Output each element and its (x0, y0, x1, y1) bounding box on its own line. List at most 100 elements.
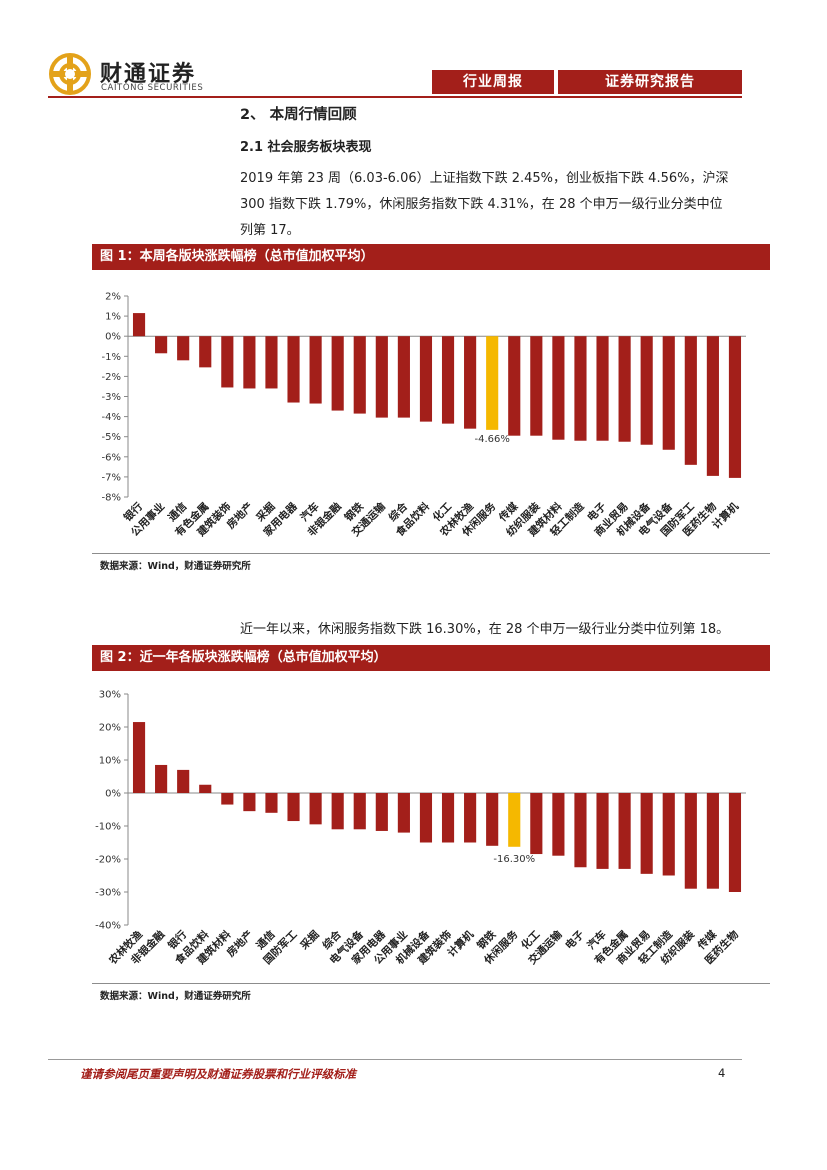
bar-13 (397, 793, 410, 833)
y-tick-label: -6% (102, 452, 121, 463)
header-divider (48, 96, 742, 98)
bar-19 (530, 793, 543, 855)
y-tick-label: -4% (102, 412, 121, 423)
footer-divider (48, 1059, 742, 1060)
category-label: 电子 (563, 928, 587, 952)
bar-15 (441, 336, 455, 424)
y-tick-label: 1% (105, 312, 121, 323)
paragraph-line: 300 指数下跌 1.79%，休闲服务指数下跌 4.31%，在 28 个申万一级… (240, 197, 723, 212)
bar-4 (199, 784, 212, 793)
category-label: 计算机 (445, 928, 477, 960)
bar-21 (574, 793, 587, 868)
y-tick-label: 2% (105, 292, 121, 303)
bar-16 (464, 793, 477, 843)
category-label: 采掘 (297, 928, 322, 953)
bar-20 (552, 336, 565, 440)
bar-28 (728, 336, 742, 478)
figure2-source-divider (92, 983, 770, 984)
y-tick-label: -8% (102, 493, 121, 504)
bar-3 (177, 769, 190, 793)
figure1-source-divider (92, 553, 770, 554)
bar-16 (464, 336, 477, 429)
bar-25 (662, 793, 675, 876)
bar-2 (155, 336, 168, 354)
bar-13 (397, 336, 410, 418)
bar-6 (243, 336, 256, 389)
bar-25 (662, 336, 675, 450)
bar-10 (331, 336, 344, 411)
footer-disclaimer: 谨请参阅尾页重要声明及财通证券股票和行业评级标准 (80, 1067, 356, 1081)
y-tick-label: 0% (105, 789, 121, 800)
y-tick-label: -5% (102, 432, 121, 443)
bar-9 (309, 793, 322, 825)
header-tab-weekly: 行业周报 (432, 70, 554, 94)
bar-2 (155, 764, 168, 793)
category-label: 计算机 (710, 500, 742, 532)
paragraph-line: 近一年以来，休闲服务指数下跌 16.30%，在 28 个申万一级行业分类中位列第… (240, 622, 730, 637)
highlight-value-label: -4.66% (474, 434, 509, 445)
y-tick-label: 10% (99, 756, 121, 767)
bar-23 (618, 336, 631, 442)
highlight-value-label: -16.30% (493, 854, 535, 865)
paragraph-line: 2019 年第 23 周（6.03-6.06）上证指数下跌 2.45%，创业板指… (240, 171, 729, 186)
bar-21 (574, 336, 587, 441)
section-subtitle: 2.1 社会服务板块表现 (240, 140, 372, 155)
y-tick-label: 20% (99, 723, 121, 734)
bar-7 (265, 336, 278, 389)
bar-1 (132, 722, 146, 793)
bar-7 (265, 793, 278, 813)
yearly-summary-paragraph: 近一年以来，休闲服务指数下跌 16.30%，在 28 个申万一级行业分类中位列第… (240, 617, 745, 643)
bar-18 (508, 336, 521, 436)
bar-27 (706, 793, 719, 889)
y-tick-label: -10% (95, 822, 121, 833)
figure1-source: 数据来源：Wind，财通证券研究所 (100, 561, 251, 572)
bar-17 (486, 793, 499, 846)
bar-18 (508, 793, 521, 847)
bar-26 (684, 336, 697, 465)
y-tick-label: -7% (102, 472, 121, 483)
bar-5 (221, 336, 234, 388)
bar-9 (309, 336, 322, 404)
bar-4 (199, 336, 212, 368)
bar-6 (243, 793, 256, 812)
bar-1 (132, 313, 146, 337)
bar-14 (419, 336, 433, 422)
yearly-sector-bar-chart: 30%20%10%0%-10%-20%-30%-40%农林牧渔非银金融银行食品饮… (95, 690, 746, 968)
bar-12 (375, 336, 388, 418)
figure1-title: 图 1：本周各版块涨跌幅榜（总市值加权平均） (100, 249, 374, 264)
section-title: 2、 本周行情回顾 (240, 107, 357, 123)
logo-english-name: CAITONG SECURITIES (101, 83, 204, 93)
header-tab-report: 证券研究报告 (558, 70, 742, 94)
logo-emblem-icon (49, 53, 91, 95)
bar-26 (684, 793, 697, 889)
figure2-title: 图 2：近一年各版块涨跌幅榜（总市值加权平均） (100, 650, 387, 665)
bar-15 (441, 793, 455, 843)
bar-22 (596, 336, 609, 441)
weekly-sector-bar-chart: 2%1%0%-1%-2%-3%-4%-5%-6%-7%-8%银行公用事业通信有色… (102, 292, 746, 540)
y-tick-label: -20% (95, 855, 121, 866)
bar-8 (287, 336, 300, 403)
weekly-summary-paragraph: 2019 年第 23 周（6.03-6.06）上证指数下跌 2.45%，创业板指… (240, 166, 745, 244)
bar-24 (640, 336, 653, 445)
bar-19 (530, 336, 543, 436)
y-tick-label: 0% (105, 332, 121, 343)
y-tick-label: -1% (102, 352, 121, 363)
y-tick-label: -30% (95, 888, 121, 899)
bar-8 (287, 793, 300, 822)
y-tick-label: 30% (99, 690, 121, 701)
figure1-title-bar: 图 1：本周各版块涨跌幅榜（总市值加权平均） (92, 244, 770, 270)
logo-chinese-name: 财通证券 (100, 61, 197, 87)
paragraph-line: 列第 17。 (240, 223, 300, 238)
bar-12 (375, 793, 388, 831)
bar-17 (486, 336, 499, 430)
bar-10 (331, 793, 344, 830)
bar-11 (353, 336, 366, 414)
bar-3 (177, 336, 190, 361)
company-logo: 财通证券 CAITONG SECURITIES (48, 52, 248, 96)
figure2-source: 数据来源：Wind，财通证券研究所 (100, 991, 251, 1002)
figure2-title-bar: 图 2：近一年各版块涨跌幅榜（总市值加权平均） (92, 645, 770, 671)
y-tick-label: -2% (102, 372, 121, 383)
bar-24 (640, 793, 653, 874)
bar-20 (552, 793, 565, 856)
bar-14 (419, 793, 433, 843)
